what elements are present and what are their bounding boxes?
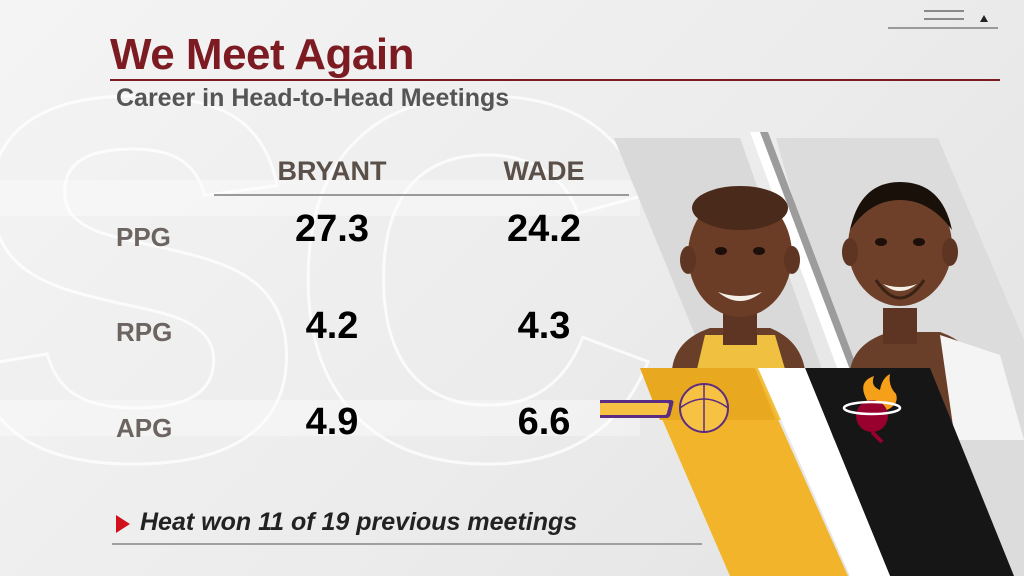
background-band: [0, 400, 640, 436]
stat-bryant-apg: 4.9: [305, 401, 359, 443]
heat-logo: [842, 374, 902, 444]
stat-bryant-ppg: 27.3: [295, 208, 369, 250]
stat-bryant-rpg: 4.2: [305, 305, 359, 347]
background-watermark: SC: [0, 0, 664, 570]
footer-note: Heat won 11 of 19 previous meetings: [140, 508, 578, 536]
menu-divider: [888, 27, 998, 29]
stat-wade-apg: 6.6: [517, 401, 571, 443]
column-header-bryant: BRYANT: [277, 156, 387, 186]
title-divider: [110, 79, 1000, 81]
header-divider: [214, 194, 629, 196]
lakers-logo: [600, 383, 729, 433]
column-header-wade: WADE: [503, 156, 585, 186]
panel-stripe: [758, 368, 890, 576]
menu-icon[interactable]: [924, 10, 964, 26]
caret-up-icon[interactable]: [980, 15, 988, 22]
stat-wade-rpg: 4.3: [517, 305, 571, 347]
footer-divider: [112, 543, 702, 545]
row-label-apg: APG: [116, 413, 173, 443]
stat-wade-ppg: 24.2: [507, 208, 581, 250]
row-label-rpg: RPG: [116, 317, 173, 347]
page-subtitle: Career in Head-to-Head Meetings: [116, 84, 510, 112]
page-title: We Meet Again: [110, 30, 415, 79]
triangle-right-icon: [116, 515, 130, 533]
row-label-ppg: PPG: [116, 222, 171, 252]
player-panel: [600, 132, 1024, 576]
background-band: [0, 180, 640, 216]
